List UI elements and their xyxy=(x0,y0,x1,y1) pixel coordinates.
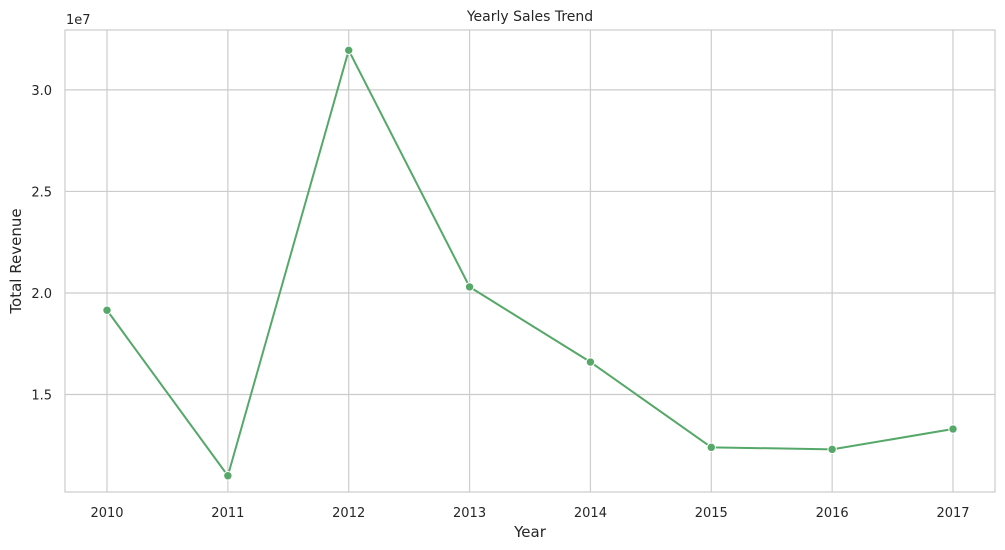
y-axis-label: Total Revenue xyxy=(7,208,25,314)
y-tick-label: 2.5 xyxy=(31,185,52,200)
data-point xyxy=(223,471,233,481)
x-tick-label: 2015 xyxy=(695,506,728,521)
data-point xyxy=(464,282,475,292)
y-tick-label: 1.5 xyxy=(31,389,52,404)
y-tick-label: 2.0 xyxy=(31,287,52,302)
tick-labels: 2010 2011 2012 2013 2014 2015 2016 2017 1.5 2.0 2.… xyxy=(31,84,969,521)
grid xyxy=(65,30,995,492)
data-point xyxy=(948,424,958,434)
data-point xyxy=(827,444,837,455)
x-tick-label: 2012 xyxy=(332,506,365,521)
y-tick-label: 3.0 xyxy=(31,84,52,99)
data-point xyxy=(344,45,354,56)
series-line xyxy=(106,49,954,477)
chart-title: Yearly Sales Trend xyxy=(466,9,593,25)
data-point xyxy=(585,357,596,367)
x-tick-label: 2014 xyxy=(574,506,607,521)
x-axis-label: Year xyxy=(513,523,547,541)
x-tick-label: 2017 xyxy=(936,506,969,521)
data-point xyxy=(102,305,112,315)
x-tick-label: 2016 xyxy=(816,506,849,521)
x-tick-label: 2011 xyxy=(211,506,244,521)
x-tick-label: 2010 xyxy=(90,506,123,521)
data-point xyxy=(706,442,716,453)
plot-frame xyxy=(64,29,996,493)
x-tick-label: 2013 xyxy=(453,506,486,521)
y-offset-label: 1e7 xyxy=(66,13,91,28)
series xyxy=(102,45,958,481)
